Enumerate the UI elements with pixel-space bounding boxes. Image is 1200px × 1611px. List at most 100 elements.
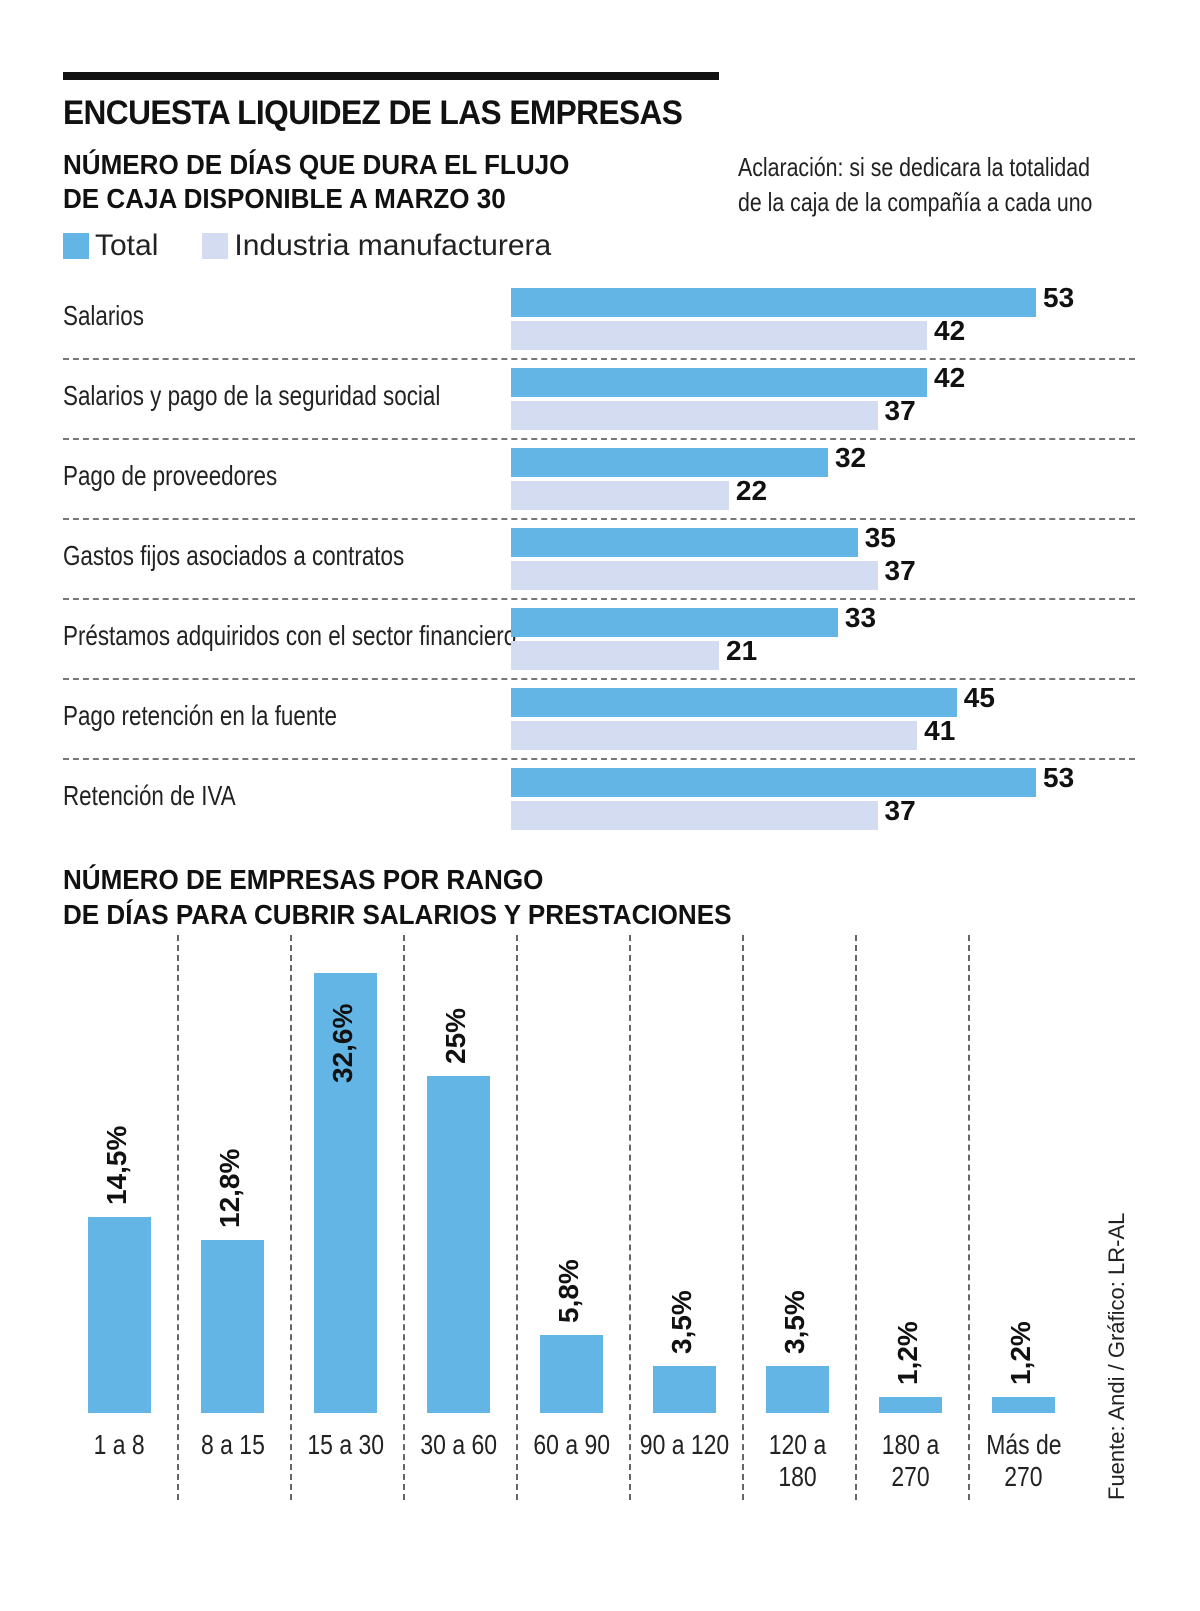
value-label: 35 <box>864 522 896 553</box>
value-label: 1,2% <box>1005 1320 1036 1385</box>
row-separator <box>63 758 1135 760</box>
source-credit: Fuente: Andi / Gráfico: LR-AL <box>1104 1212 1129 1500</box>
value-label: 53 <box>1043 762 1075 793</box>
column-separator <box>855 935 857 1500</box>
value-label: 32,6% <box>327 1003 358 1083</box>
bar-group: Pago de proveedores 32 22 <box>63 440 1135 520</box>
bar-industria <box>511 801 878 830</box>
row-separator <box>63 678 1135 680</box>
value-label: 42 <box>934 315 966 346</box>
bar <box>992 1396 1055 1413</box>
category-label: Gastos fijos asociados a contratos <box>63 540 405 571</box>
category-label-line: 30 a 60 <box>420 1429 497 1460</box>
clarification-note: Aclaración: si se dedicara la totalidad … <box>738 150 1092 220</box>
category-label-line: Más de <box>985 1429 1062 1460</box>
category-label: 120 a 180 <box>741 1429 854 1493</box>
value-label: 37 <box>884 795 916 826</box>
value-label: 14,5% <box>101 1125 132 1206</box>
legend-swatch-total <box>63 233 89 259</box>
category-label-line: 60 a 90 <box>533 1429 610 1460</box>
category-label: 8 a 15 <box>176 1429 289 1461</box>
value-label: 53 <box>1043 282 1075 313</box>
category-label: 30 a 60 <box>402 1429 515 1461</box>
bar-group: Préstamos adquiridos con el sector finan… <box>63 600 1135 680</box>
bar <box>201 1240 264 1413</box>
chart1-title-line2: DE CAJA DISPONIBLE A MARZO 30 <box>63 183 506 214</box>
category-label-line: 120 a 180 <box>768 1429 827 1492</box>
category-label-line: 8 a 15 <box>200 1429 265 1460</box>
category-label-line: 180 a 270 <box>881 1429 940 1492</box>
category-label: Pago de proveedores <box>63 460 278 491</box>
bar-total <box>511 448 828 477</box>
chart1-title-line1: NÚMERO DE DÍAS QUE DURA EL FLUJO <box>63 149 570 180</box>
value-label: 22 <box>735 475 768 506</box>
bar-group: Salarios y pago de la seguridad social 42… <box>63 360 1135 440</box>
category-label: 60 a 90 <box>515 1429 628 1461</box>
legend-item-total: Total <box>63 229 158 263</box>
value-label: 42 <box>934 362 966 393</box>
bar <box>879 1396 942 1413</box>
value-label: 37 <box>884 555 916 586</box>
bar-total <box>511 368 928 397</box>
category-label: 1 a 8 <box>63 1429 176 1461</box>
bar-industria <box>511 641 720 670</box>
bar-total <box>511 768 1036 797</box>
value-label: 21 <box>726 635 758 666</box>
chart2-title-line2: DE DÍAS PARA CUBRIR SALARIOS Y PRESTACIO… <box>63 899 732 930</box>
bar <box>540 1334 603 1413</box>
bar-total <box>511 288 1036 317</box>
legend-label-total: Total <box>95 229 159 262</box>
value-label: 32 <box>834 442 867 473</box>
note-line1: Aclaración: si se dedicara la totalidad <box>738 152 1090 182</box>
value-label: 3,5% <box>666 1289 697 1354</box>
value-label: 1,2% <box>892 1320 923 1385</box>
category-label: Salarios y pago de la seguridad social <box>63 380 441 411</box>
value-label: 3,5% <box>779 1289 810 1354</box>
bar-group: Gastos fijos asociados a contratos 35 37 <box>63 520 1135 600</box>
category-label: 90 a 120 <box>628 1429 741 1461</box>
note-line2: de la caja de la compañía a cada uno <box>738 187 1093 217</box>
bar-industria <box>511 481 729 510</box>
bar <box>88 1217 151 1413</box>
category-label: Préstamos adquiridos con el sector finan… <box>63 620 517 651</box>
category-label-line: 15 a 30 <box>307 1429 384 1460</box>
value-label: 5,8% <box>553 1258 584 1323</box>
bar-group: Salarios 53 42 <box>63 280 1135 360</box>
category-label: Más de 270 <box>967 1429 1080 1493</box>
column-separator <box>629 935 631 1500</box>
chart2-title-line1: NÚMERO DE EMPRESAS POR RANGO <box>63 864 544 895</box>
bar <box>427 1075 490 1413</box>
category-label: 15 a 30 <box>289 1429 402 1461</box>
row-separator <box>63 358 1135 360</box>
horizontal-bar-chart: Salarios 53 42 Salarios y pago de la seguri… <box>63 280 1135 840</box>
value-label: 37 <box>884 395 916 426</box>
row-separator <box>63 598 1135 600</box>
column-separator <box>968 935 970 1500</box>
bar-total <box>511 528 858 557</box>
bar-industria <box>511 561 878 590</box>
chart2-title: NÚMERO DE EMPRESAS POR RANGO DE DÍAS PAR… <box>63 862 731 932</box>
category-label-line: 1 a 8 <box>93 1429 146 1460</box>
row-separator <box>63 438 1135 440</box>
column-separator <box>403 935 405 1500</box>
chart1-title: NÚMERO DE DÍAS QUE DURA EL FLUJO DE CAJA… <box>63 148 569 216</box>
row-separator <box>63 518 1135 520</box>
value-label: 33 <box>844 602 877 633</box>
column-separator <box>742 935 744 1500</box>
category-label-line: 270 <box>1004 1461 1043 1492</box>
value-label: 12,8% <box>214 1148 245 1229</box>
top-rule <box>63 72 719 80</box>
value-label: 25% <box>440 1007 471 1064</box>
category-label: Pago retención en la fuente <box>63 700 337 731</box>
bar-total <box>511 608 838 637</box>
value-label: 45 <box>963 682 995 713</box>
bar <box>766 1365 829 1413</box>
bar-group: Pago retención en la fuente 45 41 <box>63 680 1135 760</box>
legend-item-industria: Industria manufacturera <box>202 229 551 263</box>
category-label: Salarios <box>63 300 144 331</box>
bar-group: Retención de IVA 53 37 <box>63 760 1135 840</box>
column-separator <box>516 935 518 1500</box>
column-separator <box>290 935 292 1500</box>
value-label: 41 <box>924 715 956 746</box>
legend-label-industria: Industria manufacturera <box>234 229 552 262</box>
